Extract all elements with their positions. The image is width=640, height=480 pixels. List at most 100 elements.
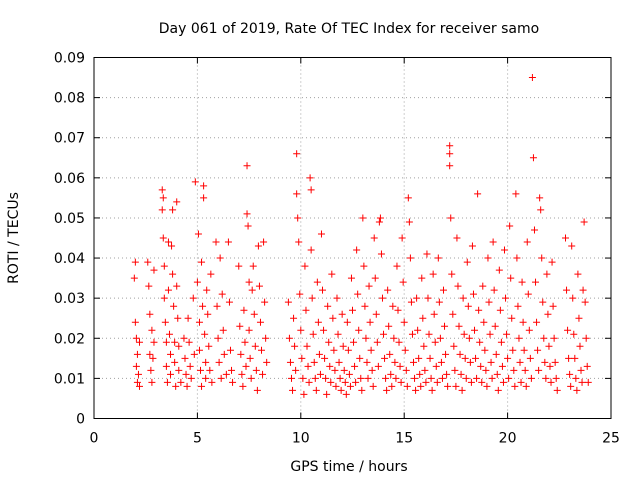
data-point	[512, 190, 520, 198]
data-point	[296, 290, 304, 298]
data-point	[346, 382, 354, 390]
data-point	[373, 338, 381, 346]
data-point	[551, 358, 559, 366]
data-point	[394, 306, 402, 314]
data-point	[521, 366, 529, 374]
data-point	[333, 294, 341, 302]
data-point	[583, 362, 591, 370]
data-point	[253, 386, 261, 394]
x-tick-label: 25	[602, 431, 620, 447]
data-point	[308, 294, 316, 302]
data-point	[339, 342, 347, 350]
data-point	[335, 358, 343, 366]
data-point	[544, 310, 552, 318]
data-point	[215, 358, 223, 366]
data-point	[201, 330, 209, 338]
data-point	[207, 270, 215, 278]
data-point	[446, 150, 454, 158]
y-tick-label: 0.06	[54, 171, 85, 187]
y-tick-label: 0.07	[54, 131, 85, 147]
data-point	[519, 318, 527, 326]
data-point	[439, 286, 447, 294]
data-point	[416, 370, 424, 378]
data-point	[505, 374, 513, 382]
data-point	[513, 254, 521, 262]
data-point	[485, 298, 493, 306]
data-point	[475, 306, 483, 314]
data-point	[319, 286, 327, 294]
data-point	[461, 354, 469, 362]
data-point	[479, 282, 487, 290]
data-point	[328, 270, 336, 278]
data-point	[170, 302, 178, 310]
data-point	[536, 194, 544, 202]
data-point	[322, 374, 330, 382]
data-point	[425, 330, 433, 338]
data-point	[249, 262, 257, 270]
data-point	[175, 366, 183, 374]
x-tick-label: 10	[292, 431, 310, 447]
data-point	[182, 370, 190, 378]
data-point	[146, 310, 154, 318]
data-point	[399, 278, 407, 286]
data-point	[543, 270, 551, 278]
data-point	[520, 346, 528, 354]
data-point	[446, 162, 454, 170]
data-point	[358, 386, 366, 394]
data-point	[424, 294, 432, 302]
data-point	[159, 234, 167, 242]
data-point	[198, 258, 206, 266]
data-point	[469, 290, 477, 298]
data-point	[487, 358, 495, 366]
data-point	[459, 294, 467, 302]
data-point	[330, 346, 338, 354]
axes-layer: 0 0.01 0.02 0.03 0.04 0.05 0.06 0.07 0.08 0.09 0 5 1…	[54, 51, 620, 447]
plot-frame	[93, 57, 612, 419]
data-point	[510, 366, 518, 374]
data-point	[164, 238, 172, 246]
data-point	[186, 362, 194, 370]
data-point	[219, 326, 227, 334]
data-point	[235, 262, 243, 270]
data-point	[342, 390, 350, 398]
data-point	[332, 382, 340, 390]
data-point	[547, 378, 555, 386]
data-point	[395, 338, 403, 346]
data-point	[467, 378, 475, 386]
data-point	[252, 366, 260, 374]
data-point	[228, 366, 236, 374]
data-point	[408, 330, 416, 338]
data-point	[419, 314, 427, 322]
data-point	[497, 338, 505, 346]
data-point	[363, 358, 371, 366]
data-point	[314, 318, 322, 326]
data-point	[148, 378, 156, 386]
data-point	[260, 238, 268, 246]
data-point	[444, 382, 452, 390]
data-point	[293, 150, 301, 158]
data-point	[255, 282, 263, 290]
data-point	[499, 378, 507, 386]
data-point	[480, 318, 488, 326]
data-point	[161, 318, 169, 326]
data-point	[292, 366, 300, 374]
data-point	[158, 186, 166, 194]
data-point	[263, 358, 271, 366]
data-point	[239, 382, 247, 390]
data-point	[377, 250, 385, 258]
data-point	[568, 242, 576, 250]
data-point	[349, 306, 356, 314]
data-point	[380, 330, 388, 338]
data-point	[213, 302, 221, 310]
data-point	[295, 238, 303, 246]
data-point	[167, 350, 175, 358]
data-point	[258, 346, 266, 354]
data-point	[484, 254, 492, 262]
data-point	[464, 302, 472, 310]
data-point	[334, 330, 342, 338]
data-point	[418, 274, 426, 282]
data-point	[494, 386, 502, 394]
data-point	[537, 206, 545, 214]
data-point	[262, 334, 270, 342]
